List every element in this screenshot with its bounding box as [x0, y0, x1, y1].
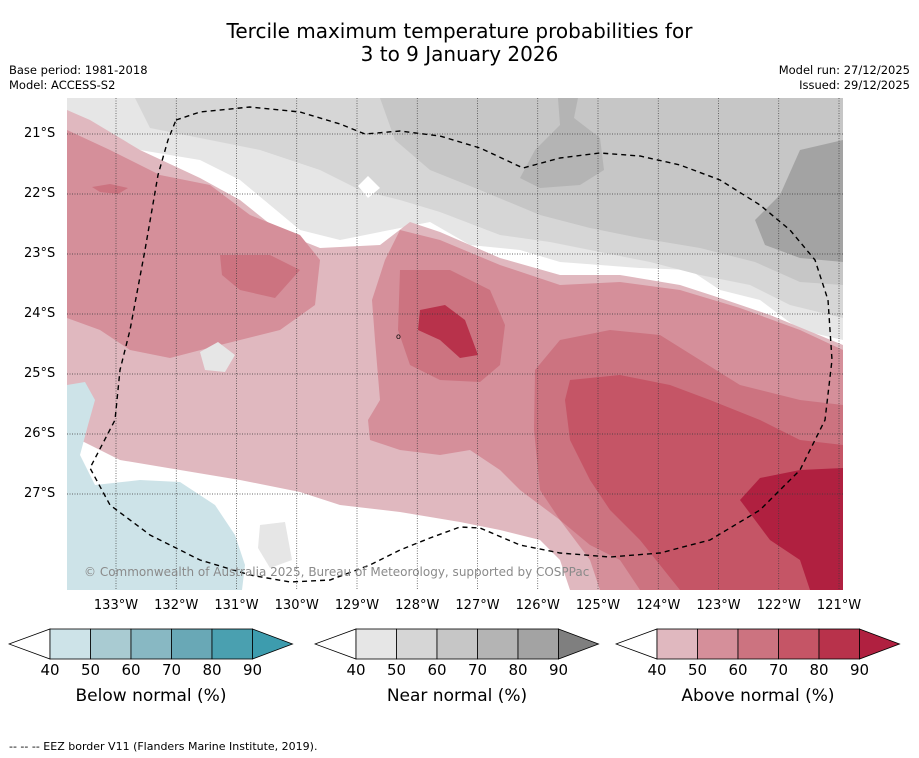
- colorbar-tick-label: 80: [508, 661, 528, 679]
- lat-label: 27°S: [24, 486, 56, 501]
- eez-footnote: -- -- -- EEZ border V11 (Flanders Marine…: [9, 740, 318, 753]
- colorbar-segment: [656, 628, 698, 660]
- colorbar-tick-label: 50: [386, 661, 407, 679]
- colorbar-above-normal: [615, 628, 901, 660]
- graticule: [67, 98, 843, 590]
- lat-label: 26°S: [24, 426, 56, 441]
- colorbar-segment: [396, 628, 438, 660]
- colorbar-tick-label: 50: [80, 661, 101, 679]
- near-normal-patch: [200, 342, 235, 372]
- colorbar-tick-label: 90: [849, 661, 870, 679]
- above-normal-80-region-b: [740, 468, 843, 590]
- colorbar-tick-label: 60: [121, 661, 141, 679]
- lon-label: 125°W: [575, 598, 621, 613]
- colorbar-segment: [171, 628, 213, 660]
- issued-date: Issued: 29/12/2025: [799, 78, 910, 92]
- colorbar-tick-label: 90: [242, 661, 263, 679]
- lat-label: 22°S: [24, 186, 56, 201]
- colorbar-tick-label: 40: [40, 661, 60, 679]
- meta-right: Model run: 27/12/2025 Issued: 29/12/2025: [779, 63, 910, 93]
- near-normal-60-region: [380, 98, 843, 285]
- model-run: Model run: 27/12/2025: [778, 63, 910, 77]
- copyright-text: © Commonwealth of Australia 2025, Bureau…: [84, 565, 590, 579]
- above-normal-60-island: [92, 184, 128, 194]
- model-name: Model: ACCESS-S2: [9, 78, 116, 92]
- lat-label: 24°S: [24, 306, 56, 321]
- colorbar-segment: [211, 628, 253, 660]
- colorbar-segment: [49, 628, 91, 660]
- lon-label: 128°W: [395, 598, 440, 613]
- colorbar-label-below: Below normal (%): [75, 686, 227, 706]
- lon-label: 130°W: [274, 598, 319, 613]
- lon-label: 133°W: [93, 598, 139, 613]
- lon-label: 126°W: [515, 598, 560, 613]
- colorbar-segment: [355, 628, 397, 660]
- colorbar-tick-label: 80: [202, 661, 222, 679]
- lon-label: 132°W: [154, 598, 199, 613]
- colorbar-segment: [436, 628, 478, 660]
- lon-label: 121°W: [816, 598, 862, 613]
- colorbar-extend-low: [8, 628, 51, 660]
- lon-label: 127°W: [455, 598, 500, 613]
- colorbar-tick-label: 40: [647, 661, 667, 679]
- colorbar-tick-label: 70: [768, 661, 789, 679]
- lon-label: 131°W: [214, 598, 259, 613]
- colorbar-segment: [778, 628, 820, 660]
- island-marker: o: [396, 332, 401, 341]
- lat-label: 25°S: [24, 366, 56, 381]
- above-normal-60-region-b: [220, 255, 300, 298]
- chart-title-line1: Tercile maximum temperature probabilitie…: [226, 19, 693, 43]
- lon-label: 123°W: [696, 598, 741, 613]
- colorbar-segment: [697, 628, 739, 660]
- colorbar-segment: [818, 628, 860, 660]
- meta-left: Base period: 1981-2018 Model: ACCESS-S2: [9, 63, 148, 93]
- colorbar-extend-low: [615, 628, 658, 660]
- colorbar-extend-high: [558, 628, 600, 660]
- colorbar-label-near: Near normal (%): [386, 686, 528, 706]
- colorbar-label-above: Above normal (%): [681, 686, 835, 706]
- near-normal-patch-b: [258, 522, 292, 568]
- colorbar-tick-label: 70: [161, 661, 182, 679]
- colorbar-tick-label: 60: [427, 661, 447, 679]
- lat-label: 23°S: [24, 246, 56, 261]
- base-period: Base period: 1981-2018: [9, 63, 148, 77]
- colorbar-segment: [737, 628, 779, 660]
- colorbar-below-normal: [8, 628, 294, 660]
- lon-label: 122°W: [756, 598, 801, 613]
- colorbar-tick-label: 70: [467, 661, 488, 679]
- colorbar-extend-high: [859, 628, 901, 660]
- lat-label: 21°S: [24, 126, 56, 141]
- colorbar-tick-label: 40: [346, 661, 366, 679]
- colorbar-near-normal: [314, 628, 600, 660]
- above-normal-50-region: [67, 130, 320, 358]
- lon-label: 129°W: [334, 598, 380, 613]
- colorbar-segment: [517, 628, 559, 660]
- lon-label: 124°W: [636, 598, 681, 613]
- colorbar-tick-label: 90: [548, 661, 569, 679]
- eez-border: [89, 106, 833, 583]
- colorbar-segment: [130, 628, 172, 660]
- near-normal-80-region: [755, 140, 843, 262]
- colorbar-segment: [90, 628, 132, 660]
- colorbar-segment: [477, 628, 519, 660]
- colorbar-tick-label: 80: [809, 661, 829, 679]
- above-normal-80-region: [418, 305, 478, 358]
- colorbar-tick-label: 50: [687, 661, 708, 679]
- white-patch: [358, 176, 380, 198]
- chart-title-line2: 3 to 9 January 2026: [360, 42, 559, 66]
- below-normal-40-region: [67, 382, 245, 590]
- colorbar-tick-label: 60: [728, 661, 748, 679]
- colorbar-extend-low: [314, 628, 357, 660]
- colorbar-extend-high: [252, 628, 294, 660]
- near-normal-70-region: [520, 98, 604, 188]
